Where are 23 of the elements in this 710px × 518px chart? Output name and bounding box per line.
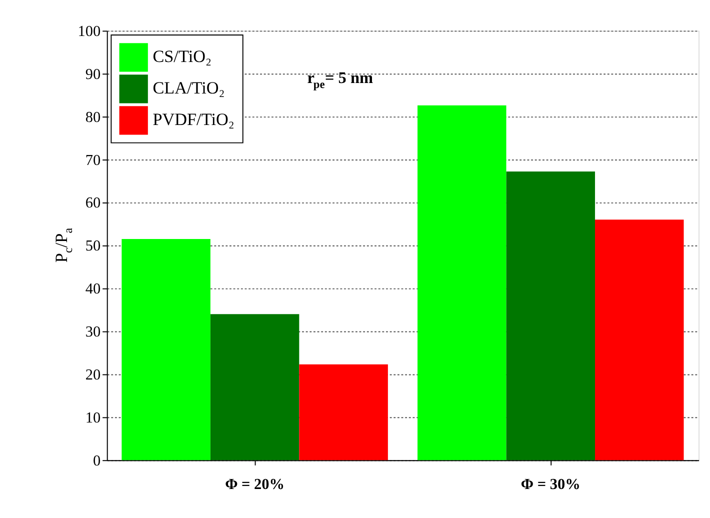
y-tick-label: 10 xyxy=(85,409,102,426)
y-axis-title: Pc/Pa xyxy=(52,227,75,263)
legend-label: CLA/TiO₂ xyxy=(152,78,225,98)
y-tick-label: 90 xyxy=(85,66,102,83)
legend-label: PVDF/TiO₂ xyxy=(152,110,234,130)
bar xyxy=(210,314,300,460)
y-tick-label: 100 xyxy=(78,22,102,40)
x-tick-label: Φ = 30% xyxy=(520,476,580,494)
y-tick-label: 0 xyxy=(93,452,102,470)
y-tick-label: 40 xyxy=(85,280,102,298)
bar xyxy=(595,220,684,460)
x-tick-label: Φ = 20% xyxy=(225,476,285,494)
bar xyxy=(299,364,388,460)
y-tick-label: 60 xyxy=(85,194,102,212)
bar xyxy=(506,172,596,460)
y-tick-label: 20 xyxy=(85,366,102,384)
bar xyxy=(122,238,210,460)
y-tick-label: 80 xyxy=(85,108,102,126)
y-tick-label: 70 xyxy=(85,152,102,169)
bar xyxy=(418,105,506,460)
y-tick-label: 30 xyxy=(85,324,102,341)
legend-label: CS/TiO₂ xyxy=(152,47,212,66)
y-tick-label: 50 xyxy=(85,238,102,255)
